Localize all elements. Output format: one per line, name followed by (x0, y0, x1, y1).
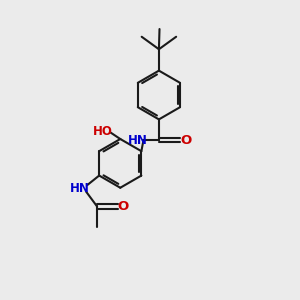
Text: HN: HN (128, 134, 148, 147)
Text: HO: HO (92, 125, 112, 138)
Text: O: O (118, 200, 129, 213)
Text: HN: HN (70, 182, 90, 194)
Text: O: O (180, 134, 191, 147)
